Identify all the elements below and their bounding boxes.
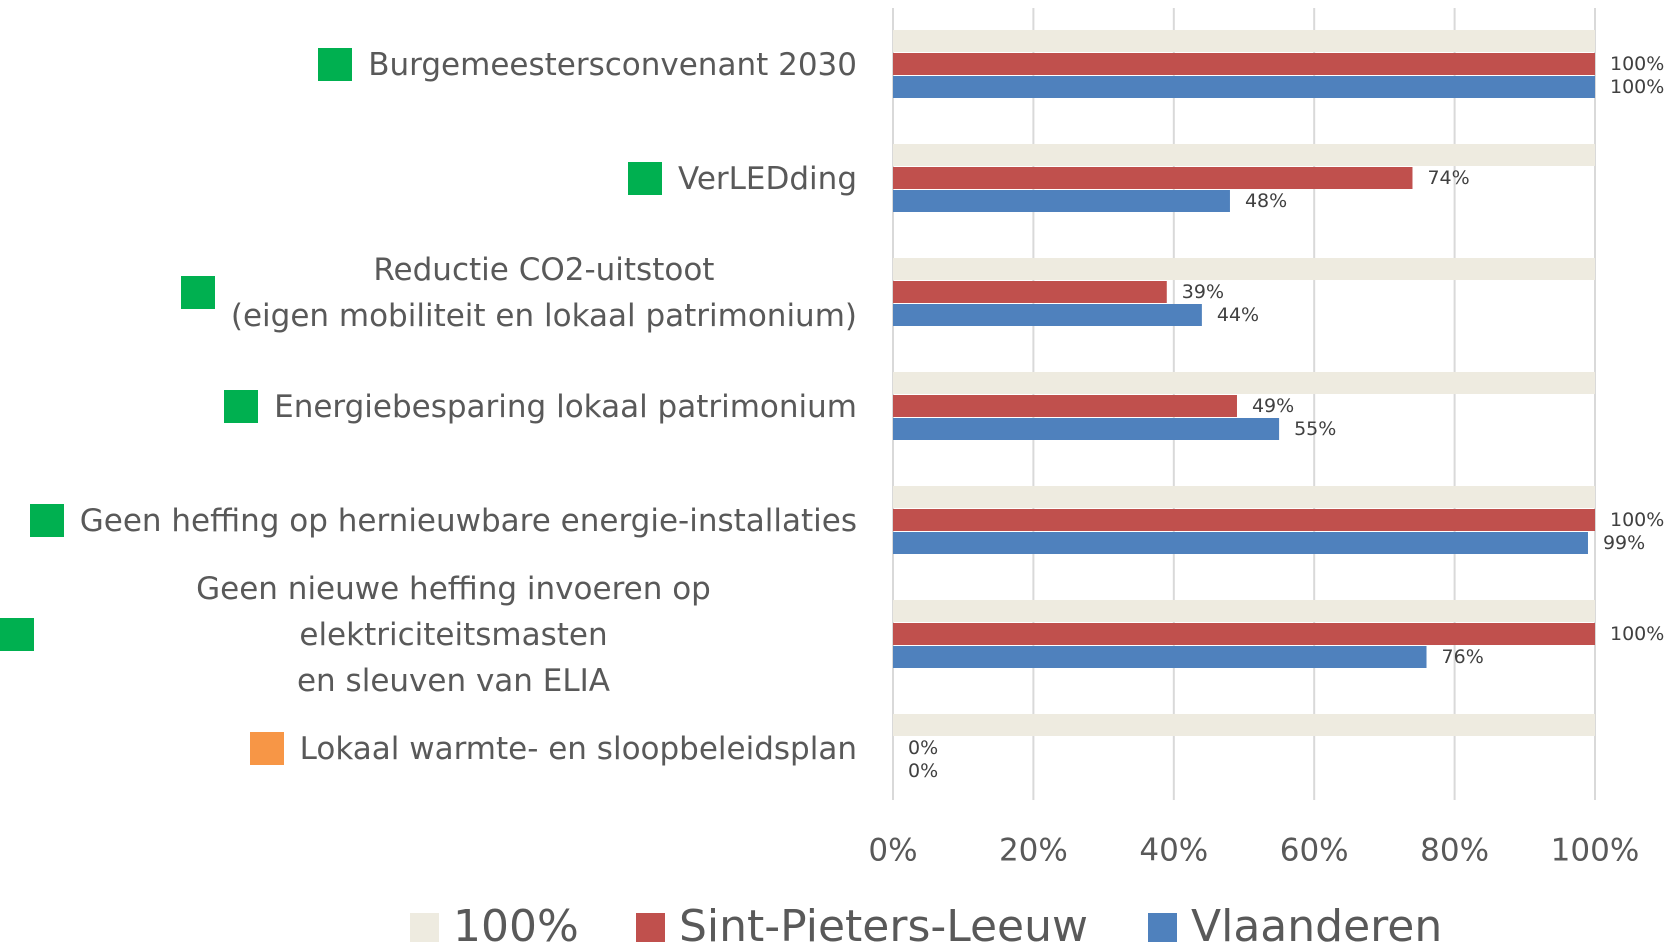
legend-swatch: [1148, 913, 1177, 942]
x-tick-label: 20%: [999, 833, 1068, 869]
x-tick-label: 60%: [1280, 833, 1349, 869]
bar: [893, 30, 1595, 52]
status-marker: [318, 48, 353, 81]
category-label: VerLEDding: [678, 160, 857, 197]
value-label: 44%: [1217, 304, 1259, 326]
status-marker: [0, 618, 34, 651]
category-label: Geen heffing op hernieuwbare energie-ins…: [79, 502, 857, 539]
bar: [893, 646, 1427, 668]
legend-swatch: [636, 913, 665, 942]
bar: [893, 395, 1237, 417]
value-label: 0%: [908, 737, 938, 759]
status-marker: [224, 390, 259, 423]
bar: [893, 714, 1595, 736]
value-label: 100%: [1610, 76, 1664, 98]
value-label: 74%: [1427, 167, 1469, 189]
status-marker: [628, 162, 663, 195]
category-label: Burgemeestersconvenant 2030: [368, 46, 857, 83]
bar: [893, 418, 1280, 440]
bar: [893, 76, 1595, 98]
bar: [893, 304, 1202, 326]
bar: [893, 372, 1595, 394]
category-row: Energiebesparing lokaal patrimonium: [224, 384, 857, 430]
value-label: 0%: [908, 760, 938, 782]
x-tick-label: 80%: [1420, 833, 1489, 869]
category-row: Geen heffing op hernieuwbare energie-ins…: [29, 498, 857, 544]
category-row: Geen nieuwe heffing invoeren op elektric…: [0, 566, 857, 704]
category-row: Reductie CO2-uitstoot (eigen mobiliteit …: [180, 247, 857, 339]
category-label: Reductie CO2-uitstoot (eigen mobiliteit …: [230, 251, 857, 334]
bar: [893, 486, 1595, 508]
value-label: 76%: [1442, 646, 1484, 668]
category-label: Lokaal warmte- en sloopbeleidsplan: [299, 730, 857, 767]
bar: [893, 258, 1595, 280]
status-marker: [249, 732, 284, 765]
category-label: Energiebesparing lokaal patrimonium: [274, 388, 857, 425]
bar: [893, 281, 1167, 303]
legend-label: 100%: [453, 901, 579, 950]
legend-label: Sint-Pieters-Leeuw: [679, 901, 1088, 950]
bar: [893, 623, 1595, 645]
bar: [893, 144, 1595, 166]
x-tick-label: 0%: [868, 833, 917, 869]
value-label: 39%: [1182, 281, 1224, 303]
value-label: 100%: [1610, 509, 1664, 531]
category-row: Burgemeestersconvenant 2030: [318, 42, 857, 88]
legend-label: Vlaanderen: [1191, 901, 1442, 950]
status-marker: [29, 504, 64, 537]
value-label: 100%: [1610, 53, 1664, 75]
category-row: Lokaal warmte- en sloopbeleidsplan: [249, 726, 857, 772]
bar: [893, 190, 1230, 212]
bar: [893, 509, 1595, 531]
category-label: Geen nieuwe heffing invoeren op elektric…: [196, 570, 711, 699]
value-label: 55%: [1294, 418, 1336, 440]
legend-swatch: [410, 913, 439, 942]
bar: [893, 532, 1588, 554]
bar: [893, 167, 1413, 189]
bar: [893, 53, 1595, 75]
value-label: 48%: [1245, 190, 1287, 212]
value-label: 99%: [1603, 532, 1645, 554]
category-row: VerLEDding: [628, 156, 857, 202]
value-label: 100%: [1610, 623, 1664, 645]
value-label: 49%: [1252, 395, 1294, 417]
status-marker: [180, 276, 215, 309]
x-tick-label: 40%: [1139, 833, 1208, 869]
bar: [893, 600, 1595, 622]
x-tick-label: 100%: [1551, 833, 1640, 869]
